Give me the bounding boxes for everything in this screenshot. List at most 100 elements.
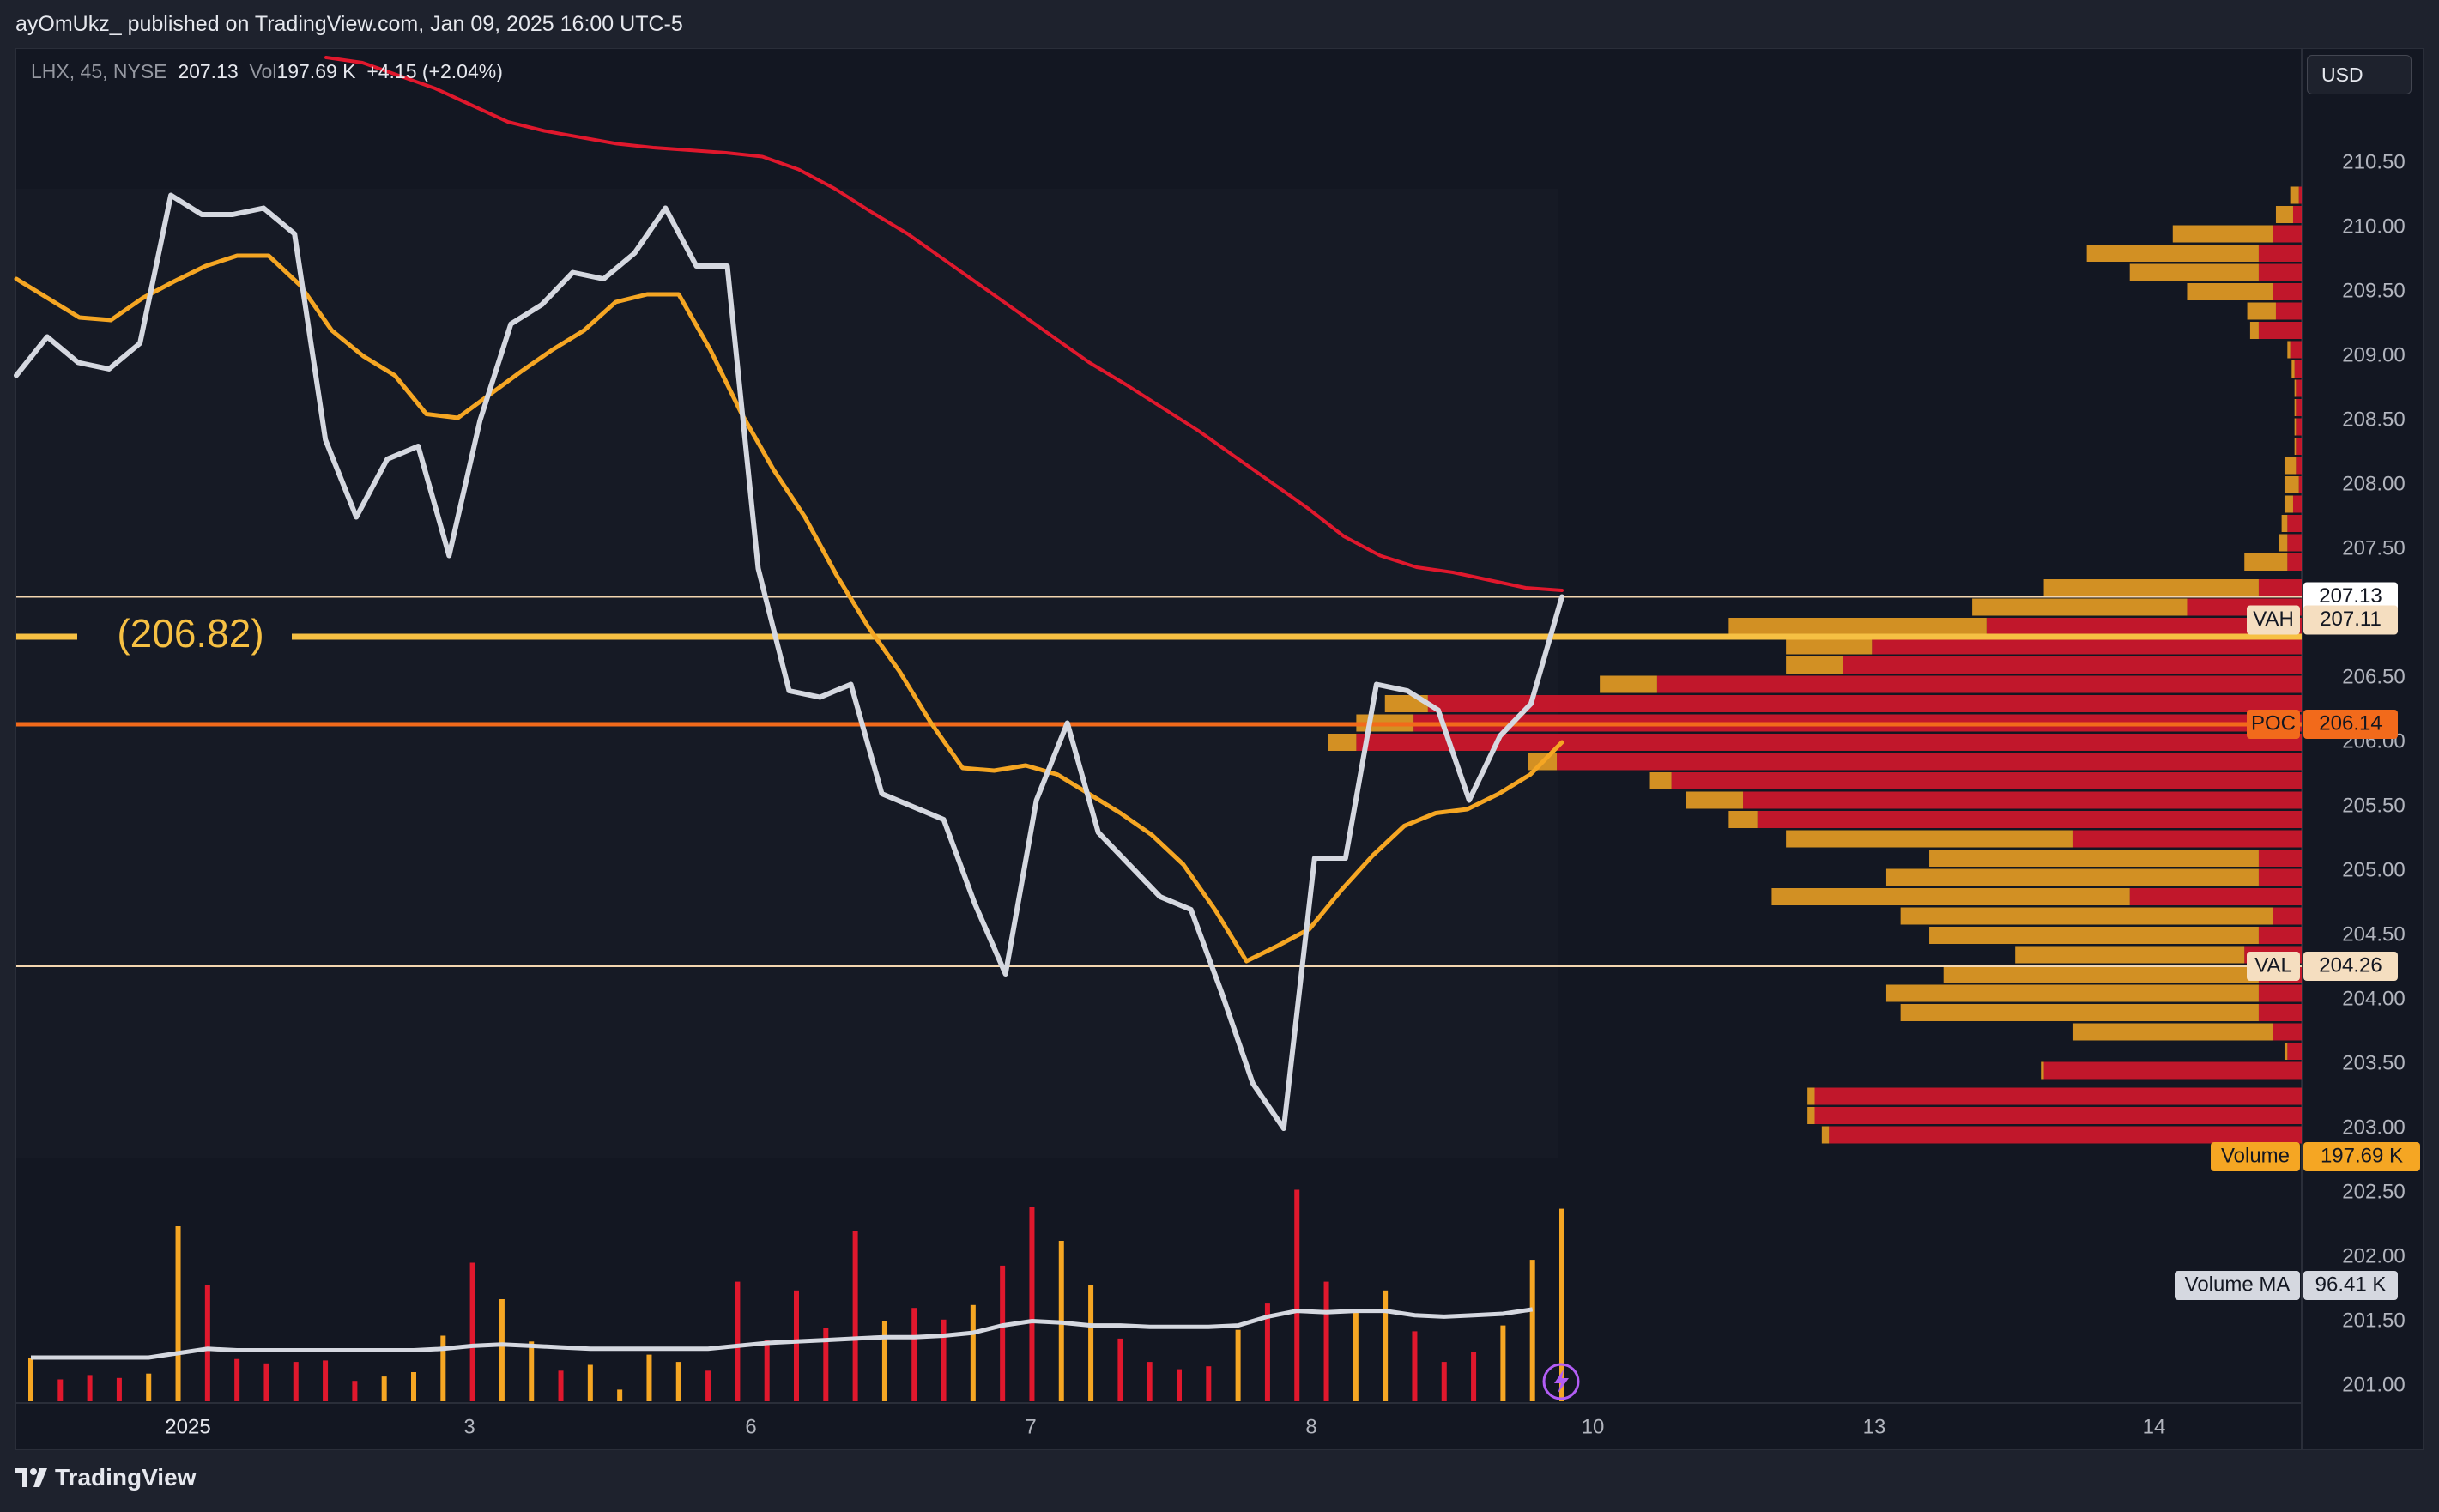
- volume-profile-bar-down: [2043, 1061, 2302, 1080]
- volume-bar: [646, 1354, 652, 1401]
- bolt-glyph-icon: [1554, 1370, 1569, 1394]
- y-tick-label: 205.00: [2342, 858, 2405, 881]
- volume-bar: [558, 1370, 564, 1401]
- volume-bar: [146, 1373, 152, 1401]
- volume-profile-bar-down: [1356, 734, 2302, 751]
- volume-bar: [1441, 1362, 1447, 1401]
- volume-profile-bar-down: [2296, 399, 2302, 416]
- price-tag-value-box: [2303, 710, 2398, 739]
- volume-bar: [1117, 1338, 1123, 1401]
- volume-bar: [1235, 1329, 1241, 1401]
- volume-bar: [381, 1376, 387, 1401]
- volume-profile-bar-down: [1843, 656, 2302, 674]
- x-tick-label: 7: [1025, 1415, 1036, 1438]
- volume-profile-bar-up: [1728, 618, 1987, 635]
- volume-profile-bar-down: [2292, 495, 2302, 513]
- volume-bar: [941, 1319, 947, 1401]
- volume-profile-bar-down: [2129, 888, 2302, 905]
- volume-bar: [1206, 1366, 1212, 1401]
- volume-bar: [323, 1360, 329, 1401]
- volume-bar: [911, 1308, 917, 1401]
- y-tick-label: 203.00: [2342, 1116, 2405, 1139]
- y-tick-label: 207.50: [2342, 536, 2405, 559]
- volume-bar: [116, 1377, 122, 1401]
- volume-profile-bar-up: [2275, 206, 2293, 223]
- y-tick-label: 201.50: [2342, 1309, 2405, 1332]
- volume-profile-bar-down: [2292, 206, 2302, 223]
- volume-profile-bar-up: [1771, 888, 2130, 905]
- volume-profile-bar-up: [2290, 186, 2299, 204]
- volume-profile-bar-down: [2273, 283, 2302, 300]
- price-line: [14, 192, 1564, 1131]
- bolt-marker-icon[interactable]: [1542, 1363, 1580, 1400]
- volume-profile-bar-down: [2296, 379, 2302, 397]
- y-tick-label: 204.00: [2342, 987, 2405, 1010]
- volume-bar: [852, 1231, 858, 1401]
- volume-profile-bar-down: [2273, 225, 2302, 243]
- volume-profile-bar-up: [2249, 322, 2259, 339]
- y-tick-label: 203.50: [2342, 1051, 2405, 1074]
- volume-bar: [1088, 1285, 1094, 1401]
- y-tick-label: 202.00: [2342, 1244, 2405, 1267]
- volume-profile-bar-up: [1885, 984, 2259, 1002]
- volume-profile-bar-down: [2287, 1043, 2302, 1060]
- volume-bar: [1323, 1281, 1329, 1401]
- key-level-label: (206.82): [117, 611, 263, 656]
- volume-profile-bar-up: [1900, 1004, 2259, 1021]
- volume-bar: [204, 1285, 210, 1401]
- volume-profile-bar-down: [1814, 1087, 2302, 1105]
- footer-bar: TradingView: [0, 1450, 2439, 1512]
- volume-profile-bar-up: [2086, 245, 2259, 262]
- volume-profile-bar-up: [1929, 927, 2259, 944]
- volume-profile-bar-down: [2258, 868, 2302, 886]
- volume-bar: [263, 1363, 269, 1401]
- volume-profile-bar-up: [1686, 791, 1744, 809]
- volume-profile-bar-up: [1649, 772, 1672, 789]
- brand-name: TradingView: [55, 1464, 197, 1491]
- volume-profile-bar-down: [2290, 341, 2302, 359]
- volume-profile-bar-up: [2294, 438, 2297, 455]
- volume-profile-bar-up: [2244, 553, 2288, 571]
- volume-bar: [1294, 1189, 1300, 1401]
- x-tick-label: 3: [463, 1415, 475, 1438]
- volume-profile-bar-up: [1786, 637, 1873, 655]
- volume-bar: [1412, 1331, 1418, 1401]
- currency-button[interactable]: USD: [2307, 55, 2412, 94]
- volume-bar: [735, 1281, 741, 1401]
- y-tick-label: 201.00: [2342, 1373, 2405, 1396]
- volume-bar: [440, 1335, 446, 1401]
- volume-profile-bar-up: [2294, 418, 2297, 436]
- volume-profile-bar-down: [2287, 534, 2302, 552]
- x-tick-label: 10: [1582, 1415, 1605, 1438]
- volume-bar: [1177, 1369, 1182, 1401]
- volume-bar: [1000, 1265, 1006, 1401]
- volume-profile-bar-up: [2284, 476, 2299, 493]
- x-tick-label: 14: [2143, 1415, 2166, 1438]
- volume-profile-bar-down: [1743, 791, 2302, 809]
- price-tag-value-box: [2303, 1142, 2420, 1171]
- volume-profile-bar-down: [2287, 553, 2302, 571]
- price-tag-value: 96.41 K: [2315, 1273, 2387, 1296]
- volume-ma-line: [31, 1307, 1534, 1360]
- volume-profile-bar-down: [1656, 675, 2302, 693]
- volume-bar: [823, 1328, 829, 1401]
- volume-profile-bar-down: [2258, 984, 2302, 1002]
- volume-profile-bar-up: [1929, 850, 2259, 867]
- volume-bar: [881, 1321, 887, 1401]
- x-tick-label: 2025: [165, 1415, 210, 1438]
- volume-profile-bar-up: [2172, 225, 2273, 243]
- volume-profile-bar-down: [2275, 302, 2302, 320]
- price-change: +4.15 (+2.04%): [366, 60, 503, 82]
- last-price: 207.13: [178, 60, 239, 82]
- volume-profile-bar-up: [2015, 946, 2245, 964]
- price-tag-label-box: [2247, 952, 2300, 981]
- volume-profile-bar-down: [2258, 263, 2302, 281]
- tradingview-brand[interactable]: TradingView: [15, 1464, 196, 1491]
- symbol-label[interactable]: LHX, 45, NYSE: [31, 60, 167, 82]
- volume-profile-bar-up: [2284, 1043, 2288, 1060]
- volume-profile-bar-up: [1786, 656, 1843, 674]
- volume-bar: [1353, 1310, 1359, 1401]
- volume-profile-bar-down: [2258, 1004, 2302, 1021]
- price-tag-value-box: [2303, 1271, 2398, 1300]
